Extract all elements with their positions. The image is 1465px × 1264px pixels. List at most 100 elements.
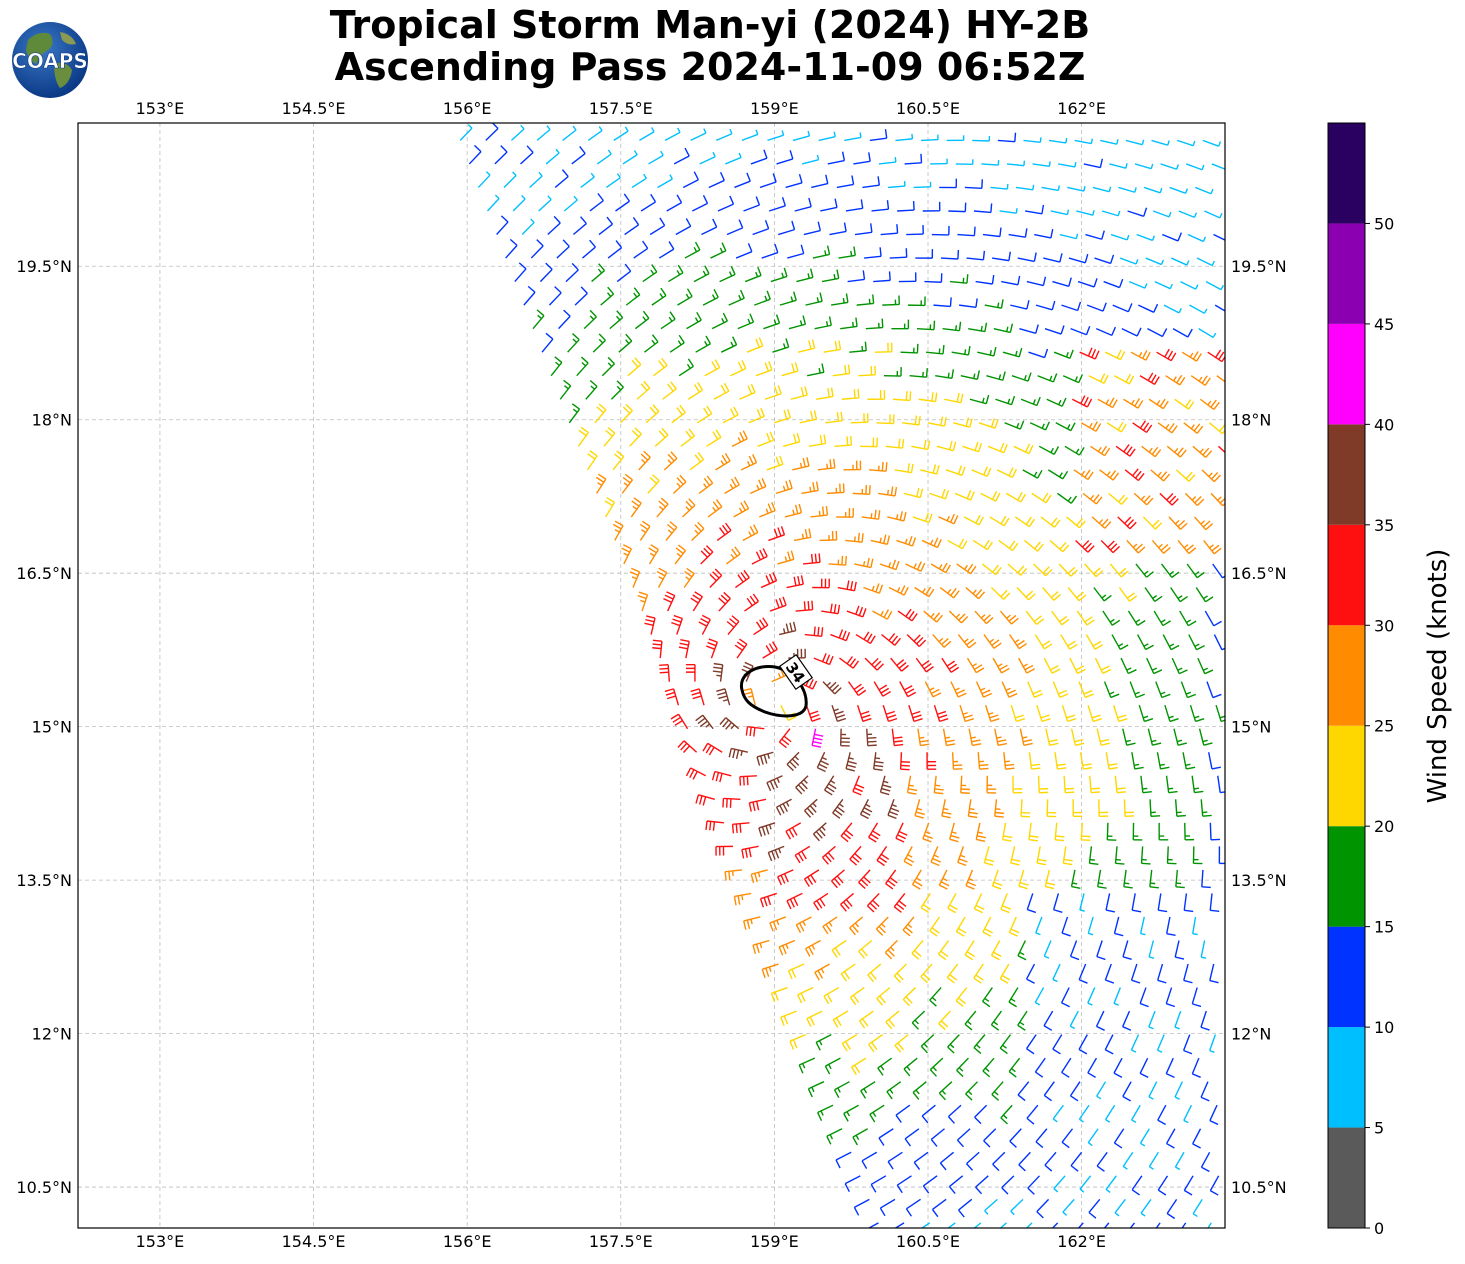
wind-barb xyxy=(554,169,569,188)
wind-barb xyxy=(654,427,669,447)
wind-barb xyxy=(898,272,917,283)
wind-barb xyxy=(939,586,960,599)
wind-barb xyxy=(663,451,678,471)
wind-barb xyxy=(607,240,623,259)
wind-barb xyxy=(804,626,824,637)
wind-barb xyxy=(1015,184,1035,191)
wind-barb xyxy=(1027,1175,1040,1195)
wind-barb xyxy=(693,265,710,283)
wind-barb xyxy=(816,751,829,773)
wind-barb xyxy=(948,202,967,213)
wind-barb xyxy=(935,369,955,379)
wind-barb xyxy=(1079,347,1100,360)
wind-barb xyxy=(763,314,781,330)
wind-barb xyxy=(810,505,829,518)
wind-barb xyxy=(1035,300,1056,311)
wind-barb xyxy=(1184,492,1205,506)
wind-barb xyxy=(1083,158,1104,169)
wind-barb xyxy=(957,226,976,237)
wind-barb xyxy=(866,728,877,747)
colorbar-bin xyxy=(1328,524,1365,626)
wind-barb xyxy=(803,221,822,236)
wind-barb xyxy=(1043,657,1061,674)
wind-barb xyxy=(715,452,731,471)
wind-barb xyxy=(946,963,959,984)
wind-barb xyxy=(986,775,997,794)
wind-barb xyxy=(1038,445,1060,455)
wind-barb xyxy=(1122,940,1132,961)
wind-barb xyxy=(949,822,960,843)
colorbar-bin xyxy=(1328,1127,1365,1228)
wind-barb xyxy=(668,264,684,283)
wind-contour-34kt: 34 xyxy=(739,653,814,718)
wind-barb xyxy=(931,225,950,236)
wind-barb xyxy=(716,522,732,542)
lat-tick-label-left: 16.5°N xyxy=(16,564,72,583)
wind-barb xyxy=(609,310,624,330)
wind-barb xyxy=(1076,610,1095,626)
wind-barb xyxy=(583,309,597,330)
wind-barb xyxy=(785,173,803,189)
wind-barb xyxy=(1008,916,1020,937)
wind-barb xyxy=(922,201,941,212)
wind-barb xyxy=(991,1081,1004,1101)
wind-barb xyxy=(863,583,884,594)
wind-barb xyxy=(769,596,787,612)
wind-barb xyxy=(858,1010,874,1029)
wind-barb xyxy=(1146,657,1163,675)
wind-barb xyxy=(647,474,660,494)
wind-barb xyxy=(659,663,671,682)
wind-barb xyxy=(1002,347,1023,358)
wind-barb xyxy=(788,315,807,330)
wind-barb xyxy=(1009,1128,1022,1148)
wind-barb xyxy=(1087,1057,1098,1078)
wind-barb xyxy=(1212,563,1225,579)
wind-barb xyxy=(1166,1198,1178,1220)
wind-barb xyxy=(1213,634,1225,651)
colorbar-bin xyxy=(1328,725,1365,827)
wind-barb xyxy=(1025,204,1045,215)
wind-barb xyxy=(899,752,910,771)
wind-barb xyxy=(844,132,862,142)
wind-barb xyxy=(966,657,985,674)
colorbar: 0 5 10 15 20 25 30 35 40 45 50 xyxy=(1327,122,1394,1238)
wind-barb xyxy=(849,341,867,353)
wind-barb xyxy=(1209,963,1219,984)
wind-barb xyxy=(973,893,985,914)
wind-barb xyxy=(1105,1175,1117,1193)
wind-barb xyxy=(715,845,733,856)
wind-barb xyxy=(1123,799,1135,817)
wind-barb xyxy=(873,681,891,697)
wind-barb xyxy=(982,916,993,937)
wind-barb xyxy=(1069,940,1080,961)
wind-barb xyxy=(957,846,968,867)
wind-barb xyxy=(1132,420,1153,433)
wind-barb xyxy=(1147,328,1168,338)
wind-barb xyxy=(737,313,755,330)
wind-barb xyxy=(1198,328,1217,339)
wind-barb xyxy=(1192,1128,1202,1149)
wind-barb xyxy=(1098,799,1109,817)
wind-barb xyxy=(1048,137,1068,144)
wind-barb xyxy=(1204,610,1222,627)
wind-barb xyxy=(1050,209,1070,216)
wind-barb xyxy=(631,173,647,189)
wind-barb xyxy=(916,320,936,331)
wind-barb xyxy=(1170,587,1188,603)
wind-barb xyxy=(1140,775,1152,794)
wind-barb xyxy=(1204,210,1223,219)
wind-barb xyxy=(963,514,984,526)
wind-barb xyxy=(992,251,1011,262)
wind-barb xyxy=(1180,681,1197,699)
wind-barb xyxy=(1199,398,1220,411)
wind-barb xyxy=(728,747,748,760)
wind-barb xyxy=(716,688,731,706)
lon-tick-label-top: 154.5°E xyxy=(282,99,346,118)
wind-barb xyxy=(871,200,890,212)
wind-barb xyxy=(922,1175,938,1194)
wind-barb xyxy=(926,752,937,770)
wind-barb xyxy=(759,501,776,518)
colorbar-tick-label: 5 xyxy=(1374,1119,1384,1138)
wind-barb xyxy=(1053,1175,1066,1193)
wind-barb xyxy=(860,1081,876,1099)
